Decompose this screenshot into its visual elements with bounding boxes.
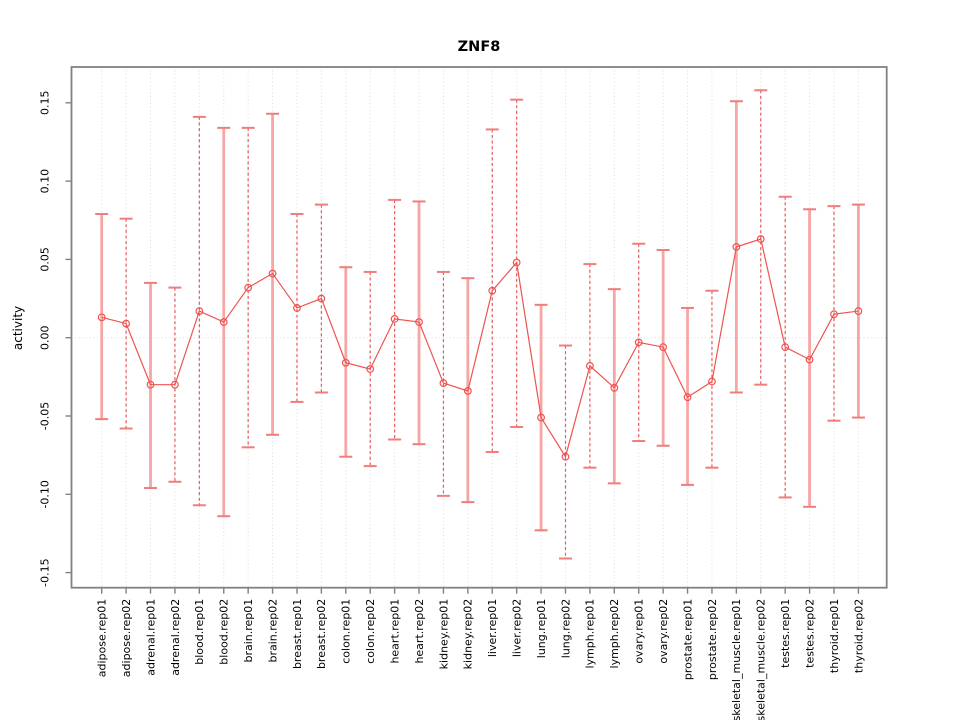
x-tick-label: lymph.rep01 bbox=[584, 599, 597, 669]
data-point bbox=[366, 365, 375, 373]
y-tick-label: 0.10 bbox=[38, 169, 51, 194]
axes: 0.15 0.10 0.05 0.00 -0.05 -0.10 -0.15 adipose.r… bbox=[38, 66, 888, 720]
data-point bbox=[634, 338, 643, 347]
x-tick-label: colon.rep02 bbox=[364, 599, 377, 664]
x-tick-label: ovary.rep02 bbox=[657, 599, 670, 664]
data-point bbox=[610, 383, 619, 392]
y-tick-label: 0.15 bbox=[38, 91, 51, 116]
x-tick-label: adrenal.rep02 bbox=[169, 599, 182, 676]
data-point bbox=[586, 361, 594, 370]
x-tick-label: brain.rep02 bbox=[266, 599, 279, 663]
data-point bbox=[390, 315, 399, 323]
y-axis-label: activity bbox=[11, 306, 25, 350]
x-tick-label: kidney.rep02 bbox=[462, 599, 475, 670]
data-point bbox=[171, 380, 179, 389]
data-point bbox=[415, 318, 423, 326]
data-point bbox=[854, 307, 863, 315]
x-tick-label: brain.rep01 bbox=[242, 599, 255, 663]
x-tick-label: blood.rep02 bbox=[218, 599, 231, 665]
data-point bbox=[512, 258, 521, 267]
x-tick-label: liver.rep02 bbox=[511, 599, 524, 657]
x-tick-label: thyroid.rep01 bbox=[828, 599, 841, 673]
x-tick-label: testes.rep02 bbox=[803, 599, 816, 668]
data-point bbox=[244, 283, 253, 292]
data-point bbox=[488, 286, 497, 295]
y-tick-label: -0.15 bbox=[38, 558, 51, 586]
y-tick-label: -0.05 bbox=[38, 402, 51, 430]
x-tick-label: adipose.rep02 bbox=[120, 599, 133, 678]
x-tick-label: skeletal_muscle.rep01 bbox=[730, 599, 743, 720]
x-tick-label: skeletal_muscle.rep02 bbox=[755, 599, 768, 720]
y-tick-label: -0.10 bbox=[38, 480, 51, 508]
data-point bbox=[756, 235, 765, 243]
data-point bbox=[830, 310, 838, 319]
x-tick-label: adrenal.rep01 bbox=[144, 599, 157, 676]
x-tick-label: testes.rep01 bbox=[779, 599, 792, 668]
data-point bbox=[805, 355, 814, 364]
x-tick-label: adipose.rep01 bbox=[96, 599, 109, 678]
data-point bbox=[439, 379, 448, 388]
x-tick-label: breast.rep01 bbox=[291, 599, 304, 669]
data-point bbox=[537, 413, 545, 422]
x-tick-label: blood.rep01 bbox=[193, 599, 206, 665]
data-point bbox=[708, 377, 716, 386]
plot-frame bbox=[70, 66, 888, 589]
data-point bbox=[146, 380, 155, 389]
data-point bbox=[561, 452, 570, 461]
x-tick-label: thyroid.rep02 bbox=[852, 599, 865, 673]
data-point bbox=[732, 242, 741, 251]
data-point bbox=[219, 318, 228, 326]
x-tick-label: prostate.rep01 bbox=[681, 599, 694, 680]
x-tick-label: liver.rep01 bbox=[486, 599, 499, 657]
x-tick-label: heart.rep01 bbox=[388, 599, 401, 664]
x-tick-label: breast.rep02 bbox=[315, 599, 328, 669]
x-tick-label: lung.rep02 bbox=[559, 599, 572, 659]
data-point bbox=[683, 393, 692, 402]
x-tick-label: kidney.rep01 bbox=[437, 599, 450, 670]
x-tick-label: colon.rep01 bbox=[340, 599, 353, 664]
x-tick-label: lymph.rep02 bbox=[608, 599, 621, 669]
y-tick-label: 0.00 bbox=[38, 325, 51, 350]
chart-title: ZNF8 bbox=[458, 39, 501, 55]
data-series bbox=[95, 89, 865, 560]
data-point bbox=[341, 358, 350, 367]
data-point bbox=[195, 307, 204, 315]
data-point bbox=[781, 343, 790, 351]
data-point bbox=[97, 313, 106, 322]
data-point bbox=[268, 269, 277, 278]
data-point bbox=[293, 304, 301, 312]
data-point bbox=[659, 343, 668, 351]
x-tick-label: prostate.rep02 bbox=[706, 599, 719, 680]
data-point bbox=[122, 319, 131, 328]
data-point bbox=[317, 294, 326, 303]
series-line bbox=[101, 238, 859, 459]
x-tick-label: lung.rep01 bbox=[535, 599, 548, 659]
y-tick-label: 0.05 bbox=[38, 247, 51, 272]
x-tick-label: ovary.rep01 bbox=[633, 599, 646, 664]
data-point bbox=[463, 387, 472, 395]
x-tick-label: heart.rep02 bbox=[413, 599, 426, 664]
